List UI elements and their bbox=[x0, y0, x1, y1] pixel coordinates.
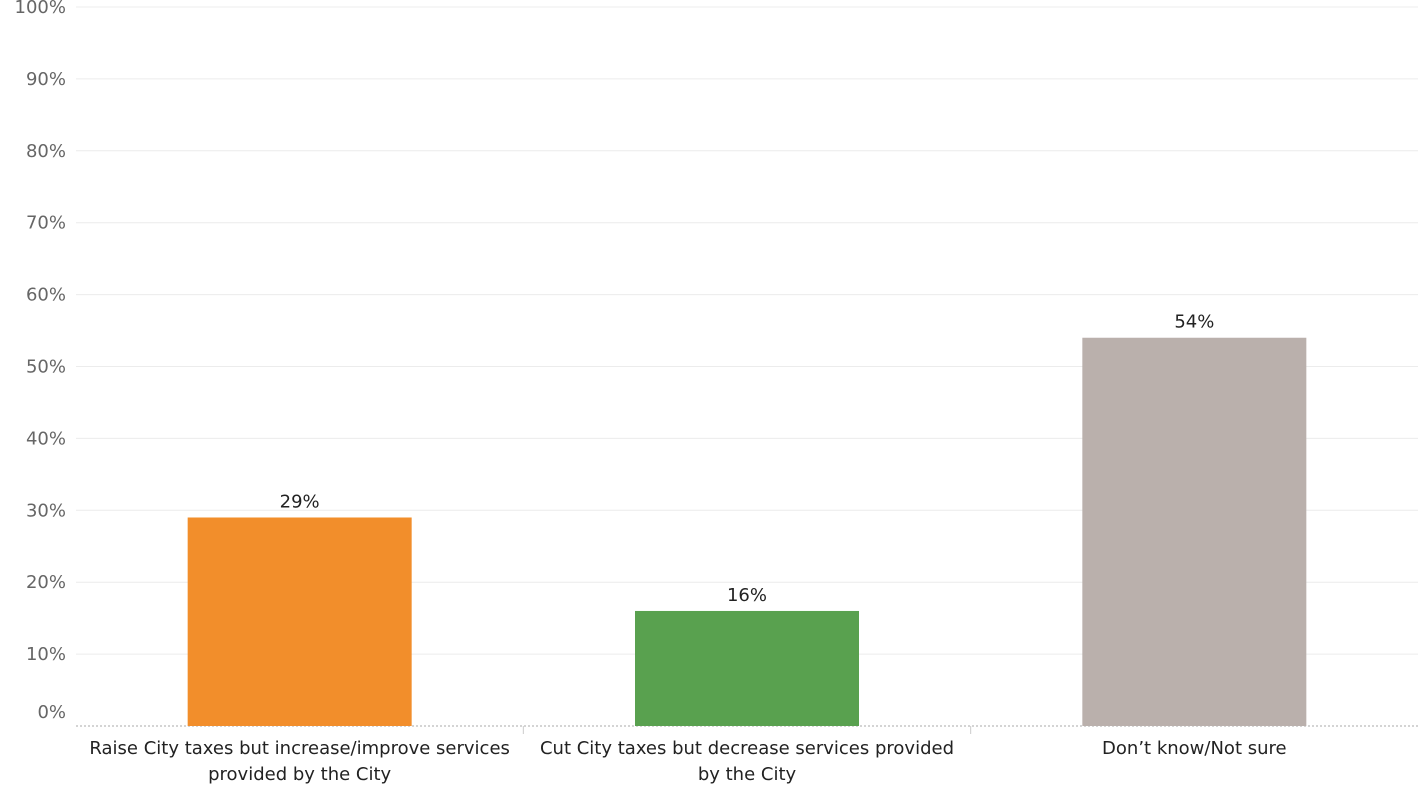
y-tick-label: 10% bbox=[26, 644, 66, 665]
x-category-label: Cut City taxes but decrease services pro… bbox=[539, 738, 954, 785]
y-tick-label: 60% bbox=[26, 285, 66, 306]
y-tick-label: 20% bbox=[26, 572, 66, 593]
y-tick-label: 40% bbox=[26, 428, 66, 449]
y-tick-label: 80% bbox=[26, 141, 66, 162]
x-category-label: Raise City taxes but increase/improve se… bbox=[89, 738, 510, 785]
bar-value-label: 54% bbox=[1174, 312, 1214, 333]
bar bbox=[187, 517, 412, 726]
value-labels: 29% 16% 54% bbox=[280, 312, 1215, 606]
y-axis-ticks: 0% 10% 20% 30% 40% 50% 60% 70% 80% 90% 100% bbox=[15, 0, 66, 723]
bar-value-label: 16% bbox=[727, 585, 767, 606]
bar bbox=[1082, 337, 1307, 726]
x-category-label: Don’t know/Not sure bbox=[1102, 738, 1287, 759]
y-tick-label: 90% bbox=[26, 69, 66, 90]
y-tick-label: 100% bbox=[15, 0, 66, 18]
bar bbox=[635, 610, 859, 726]
y-tick-label: 0% bbox=[37, 702, 66, 723]
bar-value-label: 29% bbox=[280, 491, 320, 512]
bars bbox=[187, 337, 1307, 734]
y-tick-label: 30% bbox=[26, 500, 66, 521]
y-tick-label: 50% bbox=[26, 357, 66, 378]
y-tick-label: 70% bbox=[26, 213, 66, 234]
